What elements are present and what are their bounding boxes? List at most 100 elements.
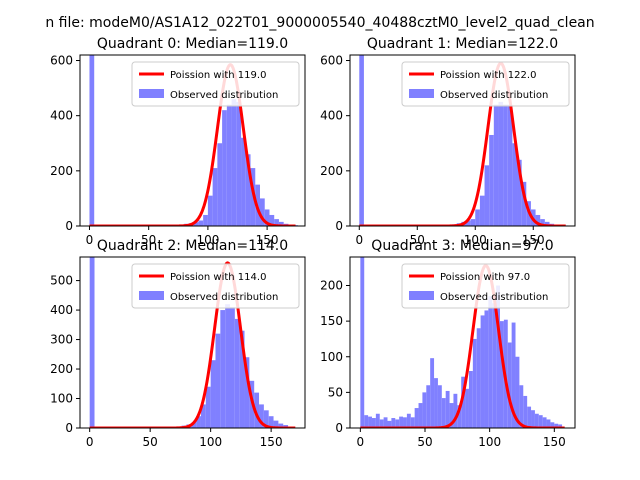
y-tick-label: 600 [50,54,73,68]
histogram-bar [360,257,365,428]
x-tick-label: 50 [417,435,432,449]
histogram-bar [403,417,407,428]
panel-title: Quadrant 3: Median=97.0 [371,238,553,254]
histogram-bar [269,214,275,226]
x-tick-label: 0 [86,233,94,247]
histogram-bar [226,104,232,226]
histogram-bar [359,55,364,226]
histogram-bar [550,422,555,428]
axes-frame [79,54,306,227]
histogram-bar [461,376,466,428]
y-tick-label: 200 [320,164,343,178]
legend-label-observed: Observed distribution [440,90,548,101]
x-tick-label: 0 [86,435,94,449]
histogram-bar [492,303,497,428]
histogram-bar [479,195,485,226]
panel-marks [359,257,566,428]
axes-frame [349,54,576,227]
x-tick-label: 50 [141,233,156,247]
histogram-bar [225,304,230,428]
histogram-bar [414,408,419,428]
histogram-bar [498,101,504,226]
y-tick-label: 400 [320,109,343,123]
y-tick-label: 400 [50,109,73,123]
histogram-bar [434,378,438,428]
histogram-bar [534,413,539,428]
x-tick-label: 100 [478,435,501,449]
histogram-bar [493,104,499,226]
y-tick-label: 150 [320,314,343,328]
histogram-bar [496,285,500,428]
x-tick-label: 150 [256,233,279,247]
histogram-bar [236,101,242,226]
poisson-curve [358,61,567,226]
legend-box [401,61,570,107]
chart-panel-3: 0 50 100 150 0 50 100 150 200 Quadrant 3: Median=… [320,238,576,449]
histogram-bar [217,143,223,226]
histogram-bar [515,356,520,428]
x-tick-label: 100 [196,233,219,247]
y-tick-label: 0 [65,219,73,233]
legend-bar-swatch [139,89,164,98]
histogram-bar [368,416,372,428]
histogram-bar [422,392,427,428]
histogram-bar [210,360,216,428]
x-tick-label: 150 [522,233,545,247]
histogram-bar [535,214,541,226]
histogram-bar [453,393,458,428]
histogram-bar [430,358,435,428]
histogram-bar [480,315,485,428]
histogram-bar [465,220,471,226]
chart-panel-0: 0 50 100 150 0 200 400 600 Quadrant 0: Median=11… [50,36,306,247]
histogram-bar [212,168,218,226]
axes-frame [349,256,576,429]
y-tick-label: 300 [50,333,73,347]
y-tick-label: 200 [50,164,73,178]
histogram-bar [375,413,380,428]
histogram-bar [239,330,245,428]
panel-title: Quadrant 2: Median=114.0 [97,238,288,254]
y-tick-label: 100 [50,392,73,406]
histogram-bar [260,198,265,226]
histogram-bar [465,388,469,428]
histogram-bar [191,422,197,428]
histogram-bar [222,110,227,226]
histogram-bar [449,403,454,428]
figure-suptitle: n file: modeM0/AS1A12_022T01_9000005540_… [45,15,594,31]
histogram-bar [245,154,251,226]
histogram-bar [503,104,508,226]
histogram-bar [484,165,490,226]
histogram-bar [540,219,545,226]
histogram-bar [215,333,221,428]
poisson-curve [88,63,297,226]
y-tick-label: 0 [65,421,73,435]
histogram-bar [273,420,279,428]
legend-bar-swatch [139,291,164,300]
histogram-bar [517,159,522,226]
histogram-bar [379,419,384,428]
histogram-bar [475,209,480,226]
histogram-bar [200,404,206,428]
y-tick-label: 100 [320,350,343,364]
histogram-bar [406,413,411,428]
histogram-bar [89,55,95,226]
legend-label-observed: Observed distribution [440,292,548,303]
legend-label-poisson: Poission with 97.0 [440,272,530,283]
histogram-bar [89,257,95,428]
histogram-bar [484,310,489,428]
histogram-bar [527,406,532,428]
histogram-bar [391,418,396,428]
histogram-bar [203,214,208,226]
histogram-bar [278,423,284,428]
histogram-bar [507,104,513,226]
histogram-bar [399,416,404,428]
histogram-bar [457,405,462,428]
legend-label-observed: Observed distribution [170,90,278,101]
histogram-bar [488,296,493,428]
histogram-bar [193,222,199,226]
y-tick-label: 400 [50,303,73,317]
x-tick-label: 150 [260,435,283,449]
x-tick-label: 50 [143,435,158,449]
histogram-bar [263,410,269,428]
